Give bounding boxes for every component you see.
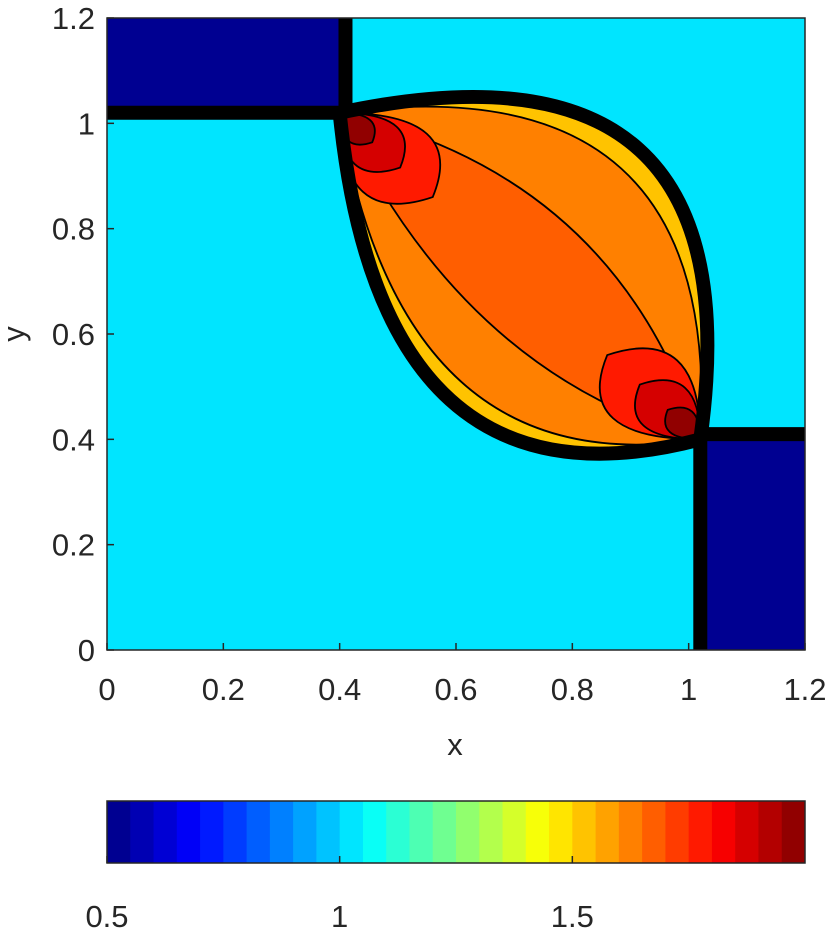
colorbar-swatch [781, 801, 806, 863]
x-tick-label: 0.2 [202, 672, 245, 707]
y-tick-label: 0.6 [52, 317, 95, 352]
y-tick-label: 0.4 [52, 422, 95, 457]
colorbar-swatch [711, 801, 736, 863]
shock-outline [693, 427, 805, 650]
colorbar-tick-label: 1 [331, 899, 348, 934]
colorbar-swatch [642, 801, 666, 863]
colorbar-swatch [456, 801, 480, 863]
colorbar-swatch [107, 801, 131, 863]
colorbar-swatch [200, 801, 224, 863]
x-tick-label: 1 [680, 672, 697, 707]
colorbar-frame [106, 800, 806, 864]
colorbar-swatch [293, 801, 317, 863]
colorbar-swatch [339, 801, 364, 863]
colorbar-swatch [409, 801, 434, 863]
y-tick-label: 0.2 [52, 528, 95, 563]
x-tick-label: 0.8 [551, 672, 594, 707]
colorbar-swatch [246, 801, 271, 863]
colorbar-swatch [432, 801, 457, 863]
colorbar-swatch [316, 801, 341, 863]
colorbar-swatch [386, 801, 410, 863]
colorbar-swatch [735, 801, 759, 863]
shock-outline [332, 89, 715, 461]
y-tick-label: 0.8 [52, 212, 95, 247]
y-tick-label: 0 [78, 633, 95, 668]
colorbar-swatch [525, 801, 550, 863]
colorbar-swatch [572, 801, 597, 863]
colorbar-swatch [223, 801, 248, 863]
y-axis-label: y [0, 326, 31, 342]
colorbar-swatch [362, 801, 387, 863]
colorbar-tick-label: 1.5 [551, 899, 594, 934]
colorbar-swatch [688, 801, 713, 863]
colorbar-swatch [176, 801, 201, 863]
colorbar-swatch [153, 801, 178, 863]
colorbar-swatch [758, 801, 783, 863]
y-tick-label: 1.2 [52, 1, 95, 36]
colorbar-swatch [549, 801, 573, 863]
colorbar-swatch [130, 801, 155, 863]
x-tick-label: 0.4 [318, 672, 361, 707]
contour-region [107, 18, 346, 113]
x-axis-label: x [447, 727, 463, 762]
colorbar-swatch [618, 801, 643, 863]
colorbar-swatch [479, 801, 504, 863]
colorbar-swatch [665, 801, 690, 863]
contour-region [700, 434, 805, 650]
colorbar-swatch [595, 801, 620, 863]
shock-outline [107, 18, 353, 120]
x-tick-label: 1.2 [783, 672, 826, 707]
x-tick-label: 0 [98, 672, 115, 707]
colorbar-tick-label: 0.5 [85, 899, 128, 934]
colorbar-swatch [502, 801, 527, 863]
x-tick-label: 0.6 [434, 672, 477, 707]
colorbar-swatch [269, 801, 294, 863]
y-tick-label: 1 [78, 106, 95, 141]
